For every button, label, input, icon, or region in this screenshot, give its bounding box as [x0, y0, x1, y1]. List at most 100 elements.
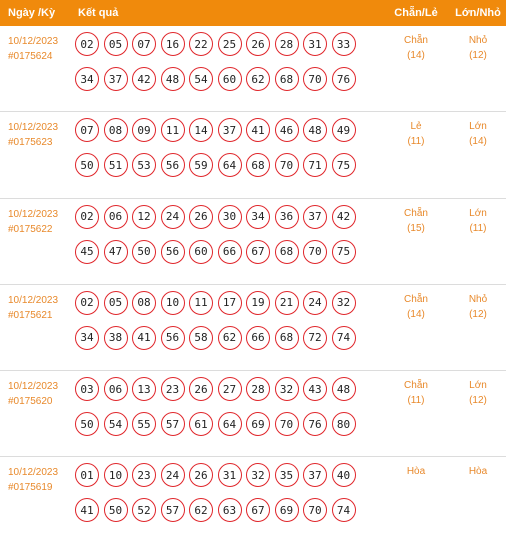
number-ball: 66	[246, 325, 270, 350]
number-ball: 14	[189, 118, 213, 143]
lonnho-cell: Lớn (12)	[450, 371, 506, 456]
number-ball: 45	[75, 239, 99, 264]
number-ball: 28	[246, 377, 270, 402]
result-cell: 01 10 23 24 26 31 32 35 37 40 41 50 52 57 62 63 67 69 70 74	[72, 457, 382, 543]
number-ball: 26	[189, 463, 213, 488]
number-ball: 31	[303, 32, 327, 56]
number-ball: 03	[75, 377, 99, 402]
draw-date: 10/12/2023	[8, 294, 59, 306]
chanle-cell: Chẵn (11)	[382, 371, 450, 456]
number-ball: 64	[217, 153, 242, 178]
number-ball: 10	[160, 290, 185, 315]
number-ball: 16	[160, 32, 185, 56]
number-ball: 48	[331, 377, 356, 402]
number-ball: 42	[132, 67, 156, 91]
number-ball: 56	[160, 153, 185, 178]
table-row: 10/12/2023 #0175620 03 06 13 23 26 27 28 32 43 48 50…	[0, 371, 506, 458]
lonnho-count: (14)	[469, 136, 487, 148]
draw-date-cell: 10/12/2023 #0175619	[0, 457, 72, 543]
number-ball: 51	[103, 153, 128, 178]
chanle-count: (11)	[407, 136, 425, 148]
table-body: 10/12/2023 #0175624 02 05 07 16 22 25 26 28 31 33 34…	[0, 26, 506, 544]
number-ball: 80	[331, 412, 356, 437]
number-ball: 62	[217, 325, 242, 350]
chanle-label: Hòa	[406, 466, 426, 478]
number-ball: 47	[103, 239, 128, 264]
draw-id: #0175619	[8, 482, 53, 494]
chanle-count: (14)	[407, 50, 425, 61]
number-ball: 60	[189, 239, 213, 264]
number-ball: 61	[189, 412, 213, 437]
number-ball: 07	[75, 118, 99, 143]
number-ball: 69	[274, 498, 299, 523]
number-ball: 06	[103, 204, 128, 229]
number-balls: 03 06 13 23 26 27 28 32 43 48 50 54 55 57 61 64 69 70 76 80	[75, 377, 365, 447]
draw-id: #0175620	[8, 396, 53, 408]
lonnho-count: (12)	[469, 395, 487, 407]
number-balls: 01 10 23 24 26 31 32 35 37 40 41 50 52 57 62 63 67 69 70 74	[75, 463, 365, 533]
number-ball: 72	[303, 325, 327, 350]
lonnho-count: (11)	[469, 222, 487, 234]
lonnho-cell: Nhỏ (12)	[450, 26, 506, 111]
number-ball: 32	[331, 290, 356, 315]
number-ball: 50	[132, 239, 156, 264]
number-ball: 54	[189, 67, 213, 91]
number-ball: 41	[246, 118, 270, 143]
number-ball: 07	[132, 32, 156, 56]
number-ball: 37	[217, 118, 242, 143]
number-ball: 37	[303, 463, 327, 488]
chanle-label: Chẵn	[404, 380, 428, 392]
draw-id: #0175623	[8, 137, 53, 149]
table-row: 10/12/2023 #0175622 02 06 12 24 26 30 34 36 37 42 45…	[0, 199, 506, 285]
lonnho-cell: Lớn (14)	[450, 112, 506, 197]
number-ball: 54	[103, 412, 128, 437]
number-ball: 41	[132, 325, 156, 350]
chanle-label: Chẵn	[404, 293, 428, 305]
draw-date: 10/12/2023	[8, 208, 59, 220]
number-ball: 08	[103, 118, 128, 143]
number-ball: 74	[331, 498, 356, 523]
number-ball: 68	[274, 325, 299, 350]
chanle-cell: Chẵn (14)	[382, 26, 450, 111]
number-ball: 75	[331, 239, 356, 264]
number-ball: 55	[132, 412, 156, 437]
number-ball: 35	[274, 463, 299, 488]
number-ball: 19	[246, 290, 270, 315]
number-ball: 02	[75, 290, 99, 315]
number-ball: 50	[103, 498, 128, 523]
number-ball: 01	[75, 463, 99, 488]
number-ball: 68	[274, 67, 299, 91]
number-ball: 57	[160, 498, 185, 523]
number-ball: 31	[217, 463, 242, 488]
lonnho-label: Hòa	[468, 466, 488, 478]
number-ball: 30	[217, 204, 242, 229]
lonnho-label: Nhỏ	[468, 35, 488, 46]
number-ball: 26	[246, 32, 270, 56]
number-ball: 70	[274, 153, 299, 178]
draw-id: #0175624	[8, 51, 53, 62]
number-ball: 62	[246, 67, 270, 91]
lonnho-cell: Lớn (11)	[450, 199, 506, 284]
lonnho-count: (12)	[469, 308, 487, 320]
number-ball: 32	[246, 463, 270, 488]
number-ball: 43	[303, 377, 327, 402]
chanle-count: (14)	[407, 308, 425, 320]
draw-id: #0175622	[8, 223, 53, 235]
number-ball: 38	[103, 325, 128, 350]
number-ball: 66	[217, 239, 242, 264]
number-ball: 70	[303, 498, 327, 523]
number-ball: 68	[246, 153, 270, 178]
number-ball: 27	[217, 377, 242, 402]
result-cell: 07 08 09 11 14 37 41 46 48 49 50 51 53 56 59 64 68 70 71 75	[72, 112, 382, 197]
chanle-cell: Chẵn (15)	[382, 199, 450, 284]
chanle-label: Lẻ	[410, 121, 422, 133]
number-ball: 75	[331, 153, 356, 178]
number-ball: 63	[217, 498, 242, 523]
number-ball: 64	[217, 412, 242, 437]
number-ball: 52	[132, 498, 156, 523]
result-cell: 03 06 13 23 26 27 28 32 43 48 50 54 55 57 61 64 69 70 76 80	[72, 371, 382, 456]
number-ball: 69	[246, 412, 270, 437]
lonnho-label: Nhỏ	[468, 293, 488, 305]
number-ball: 34	[75, 67, 99, 91]
number-ball: 12	[132, 204, 156, 229]
